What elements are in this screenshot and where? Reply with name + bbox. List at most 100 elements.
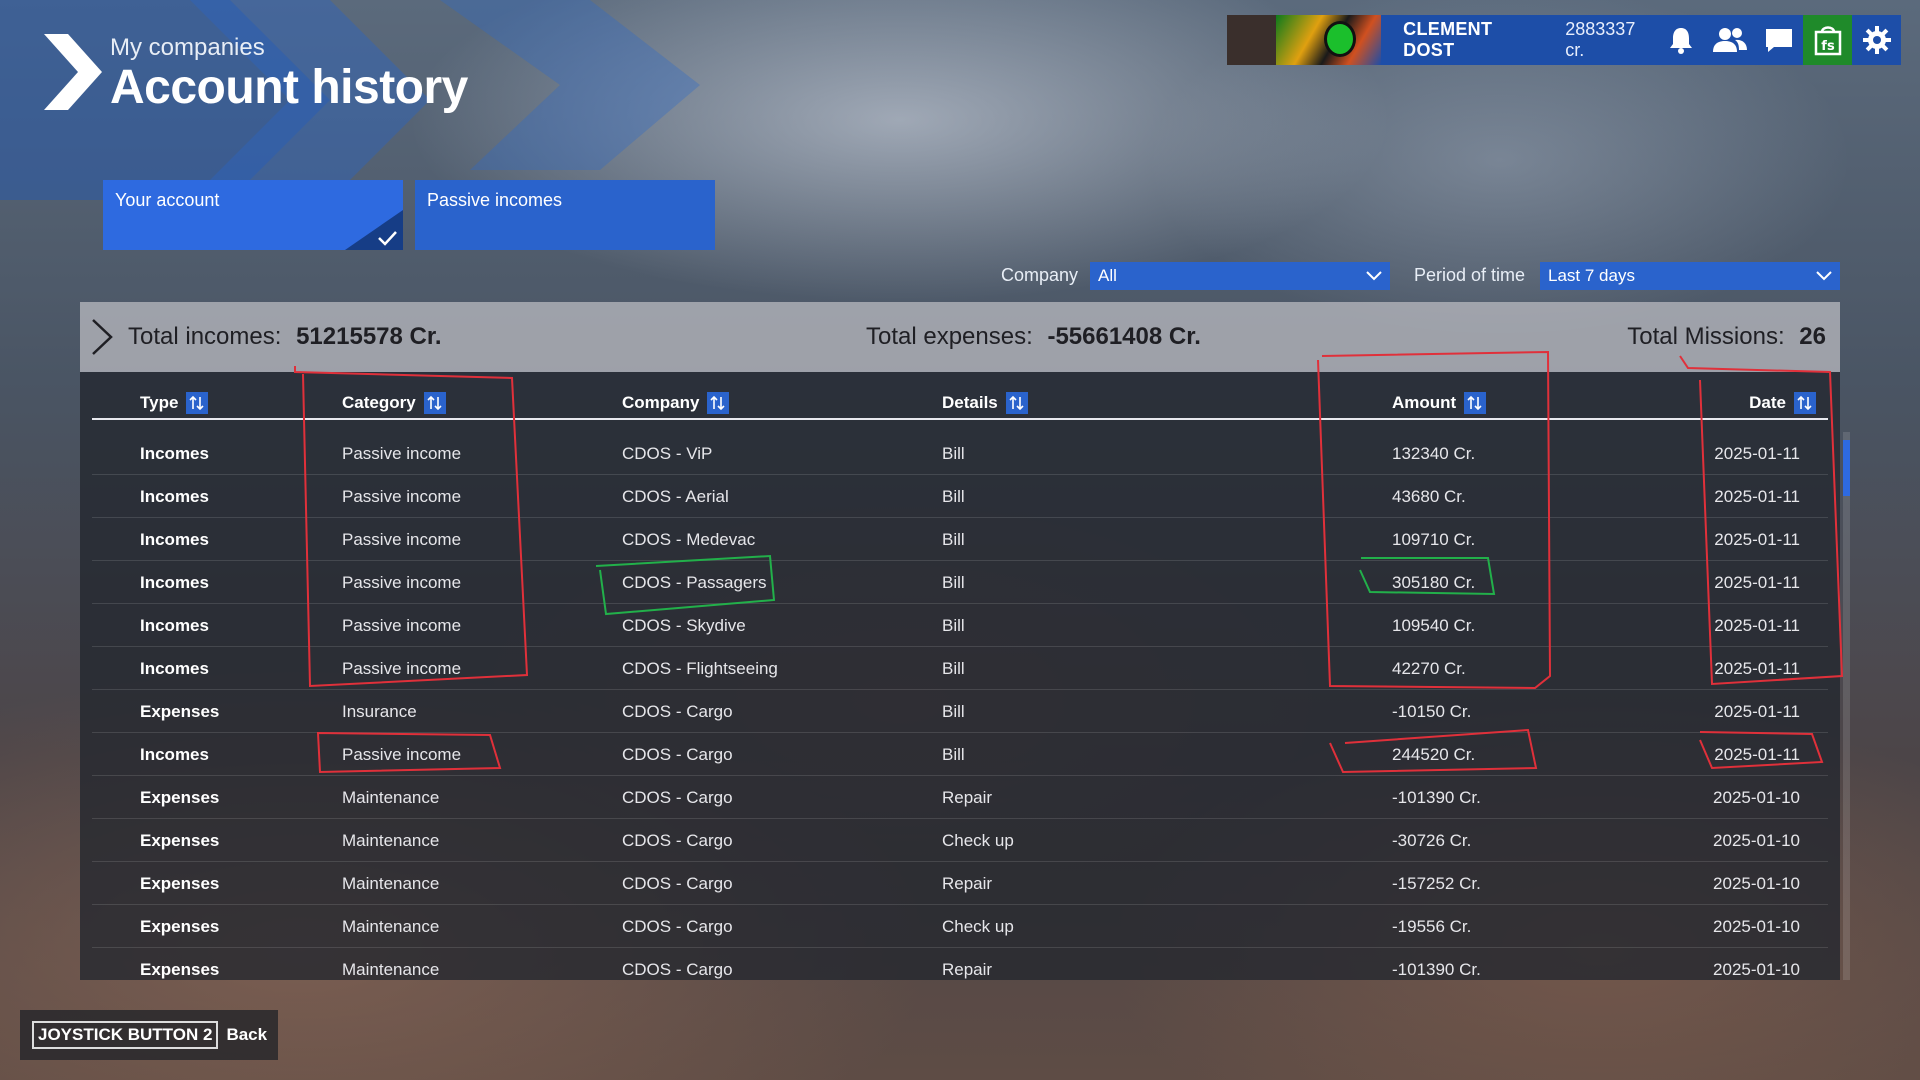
row-company: CDOS - Cargo [622, 745, 733, 764]
row-category: Passive income [342, 616, 462, 635]
total-incomes-label: Total incomes: [128, 323, 282, 350]
page-header: My companies Account history [110, 34, 468, 114]
company-select[interactable]: All [1090, 262, 1390, 290]
sort-icon[interactable] [186, 392, 209, 414]
row-date: 2025-01-10 [1713, 831, 1800, 850]
row-category: Passive income [342, 745, 462, 764]
table-row[interactable]: Expenses Maintenance CDOS - Cargo Repair -10… [92, 776, 1828, 819]
row-company: CDOS - ViP [622, 444, 713, 463]
row-details: Bill [942, 487, 965, 506]
total-missions: Total Missions: 26 [1627, 323, 1826, 351]
expand-chevron-icon[interactable] [90, 318, 114, 356]
row-amount: -101390 Cr. [1392, 788, 1481, 807]
avatar[interactable] [1275, 15, 1382, 65]
row-amount: 132340 Cr. [1392, 444, 1476, 463]
tab-your-account[interactable]: Your account [103, 180, 403, 250]
total-expenses: Total expenses: -55661408 Cr. [866, 323, 1201, 351]
table-row[interactable]: Expenses Maintenance CDOS - Cargo Repair -15… [92, 862, 1828, 905]
row-date: 2025-01-11 [1714, 530, 1800, 549]
table-row[interactable]: Incomes Passive income CDOS - Aerial Bill 43… [92, 475, 1828, 518]
tab-label: Your account [115, 190, 220, 210]
table-row[interactable]: Expenses Maintenance CDOS - Cargo Check up -… [92, 819, 1828, 862]
row-company: CDOS - Cargo [622, 788, 733, 807]
bell-icon[interactable] [1657, 15, 1706, 65]
tab-passive-incomes[interactable]: Passive incomes [415, 180, 715, 250]
tab-label: Passive incomes [427, 190, 563, 210]
row-category: Passive income [342, 530, 462, 549]
chat-icon[interactable] [1755, 15, 1804, 65]
sort-icon[interactable] [423, 392, 446, 414]
row-type: Expenses [140, 917, 220, 936]
row-category: Maintenance [342, 960, 440, 979]
period-select-value: Last 7 days [1548, 266, 1635, 285]
row-company: CDOS - Cargo [622, 917, 733, 936]
friends-icon[interactable] [1706, 15, 1755, 65]
column-header-category[interactable]: Category [342, 392, 446, 414]
column-header-date[interactable]: Date [1749, 392, 1816, 414]
scrollbar-thumb[interactable] [1843, 440, 1850, 496]
table-row[interactable]: Incomes Passive income CDOS - ViP Bill 13234… [92, 432, 1828, 475]
app-logo-icon [44, 34, 102, 110]
row-details: Bill [942, 702, 965, 721]
period-select[interactable]: Last 7 days [1540, 262, 1840, 290]
table-row[interactable]: Incomes Passive income CDOS - Flightseeing… [92, 647, 1828, 690]
row-details: Check up [942, 917, 1014, 936]
row-type: Incomes [140, 659, 209, 678]
row-amount: 244520 Cr. [1392, 745, 1476, 764]
row-amount: -19556 Cr. [1392, 917, 1472, 936]
table-scrollbar[interactable] [1843, 432, 1850, 980]
row-company: CDOS - Cargo [622, 960, 733, 979]
sort-icon[interactable] [1794, 392, 1816, 414]
sort-icon[interactable] [1005, 392, 1028, 414]
chevron-down-icon [1816, 271, 1832, 281]
row-details: Bill [942, 444, 965, 463]
back-button[interactable]: JOYSTICK BUTTON 2 Back [20, 1010, 278, 1060]
row-category: Maintenance [342, 874, 440, 893]
row-date: 2025-01-11 [1714, 616, 1800, 635]
table-row[interactable]: Expenses Maintenance CDOS - Cargo Check up -… [92, 905, 1828, 948]
row-date: 2025-01-11 [1714, 444, 1800, 463]
row-amount: -10150 Cr. [1392, 702, 1472, 721]
row-company: CDOS - Medevac [622, 530, 756, 549]
row-type: Expenses [140, 831, 220, 850]
row-details: Bill [942, 530, 965, 549]
settings-icon[interactable] [1852, 15, 1901, 65]
marketplace-icon[interactable]: fs [1803, 15, 1853, 65]
total-incomes-value: 51215578 Cr. [296, 323, 442, 350]
table-row[interactable]: Incomes Passive income CDOS - Cargo Bill 244… [92, 733, 1828, 776]
sort-icon[interactable] [707, 392, 730, 414]
column-header-amount[interactable]: Amount [1392, 392, 1487, 414]
period-filter-label: Period of time [1414, 265, 1526, 285]
page-subtitle: My companies [110, 34, 265, 61]
total-incomes: Total incomes: 51215578 Cr. [128, 323, 442, 351]
company-filter-label: Company [1001, 265, 1079, 285]
row-type: Expenses [140, 702, 220, 721]
table-row[interactable]: Expenses Insurance CDOS - Cargo Bill -10150 … [92, 690, 1828, 733]
table-row[interactable]: Expenses Maintenance CDOS - Cargo Repair -10… [92, 948, 1828, 980]
sort-icon[interactable] [1464, 392, 1487, 414]
column-header-type[interactable]: Type [140, 392, 209, 414]
row-amount: -30726 Cr. [1392, 831, 1472, 850]
row-date: 2025-01-11 [1714, 573, 1800, 592]
row-type: Incomes [140, 616, 209, 635]
row-date: 2025-01-10 [1713, 874, 1800, 893]
row-amount: -157252 Cr. [1392, 874, 1481, 893]
row-date: 2025-01-11 [1714, 659, 1800, 678]
user-topbar: CLEMENT DOST 2883337 cr. fs [1227, 15, 1901, 65]
row-type: Incomes [140, 530, 209, 549]
table-row[interactable]: Incomes Passive income CDOS - Medevac Bill 1… [92, 518, 1828, 561]
row-date: 2025-01-10 [1713, 917, 1800, 936]
row-category: Passive income [342, 444, 462, 463]
column-header-details[interactable]: Details [942, 392, 1028, 414]
table-row[interactable]: Incomes Passive income CDOS - Passagers Bil… [92, 561, 1828, 604]
row-details: Bill [942, 573, 965, 592]
row-company: CDOS - Aerial [622, 487, 729, 506]
row-details: Repair [942, 788, 993, 807]
row-company: CDOS - Skydive [622, 616, 746, 635]
table-row[interactable]: Incomes Passive income CDOS - Skydive Bill 1… [92, 604, 1828, 647]
column-header-company[interactable]: Company [622, 392, 730, 414]
row-company: CDOS - Cargo [622, 702, 733, 721]
row-category: Maintenance [342, 788, 440, 807]
joystick-key-label: JOYSTICK BUTTON 2 [32, 1021, 219, 1049]
row-details: Repair [942, 874, 993, 893]
